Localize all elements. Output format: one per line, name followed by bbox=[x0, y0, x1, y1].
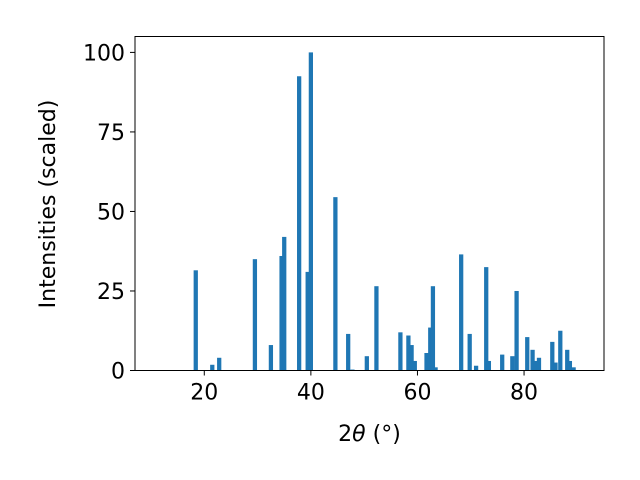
bar bbox=[550, 341, 555, 371]
bar bbox=[500, 354, 505, 371]
bar bbox=[406, 335, 411, 371]
y-tick-label: 100 bbox=[83, 41, 125, 66]
plot-frame bbox=[134, 36, 605, 371]
bar bbox=[252, 259, 258, 371]
bar bbox=[333, 197, 338, 371]
x-tick-label: 40 bbox=[297, 381, 325, 406]
bar bbox=[433, 367, 438, 371]
bar bbox=[193, 270, 198, 371]
bar bbox=[510, 356, 515, 371]
bar bbox=[567, 360, 573, 371]
bar bbox=[282, 236, 287, 371]
bar bbox=[558, 330, 563, 371]
y-tick-label: 0 bbox=[111, 360, 125, 385]
y-axis-label: Intensities (scaled) bbox=[36, 100, 61, 309]
bar bbox=[305, 271, 310, 371]
bar bbox=[364, 356, 369, 371]
bar bbox=[398, 332, 403, 371]
bar bbox=[571, 367, 576, 371]
bar bbox=[553, 362, 558, 371]
bar bbox=[430, 286, 436, 371]
bar bbox=[297, 76, 302, 371]
bar bbox=[424, 353, 429, 371]
x-axis-label-symbol: θ bbox=[352, 422, 366, 447]
bar bbox=[412, 360, 417, 371]
x-axis-label-suffix: (°) bbox=[366, 422, 401, 447]
x-axis-label-prefix: 2 bbox=[338, 422, 352, 447]
bar bbox=[346, 333, 351, 371]
x-tick-label: 60 bbox=[403, 381, 431, 406]
y-tick-label: 75 bbox=[97, 121, 125, 146]
bar bbox=[374, 286, 379, 371]
bar bbox=[409, 345, 414, 371]
bar bbox=[428, 327, 433, 371]
bar bbox=[530, 349, 535, 371]
bar bbox=[536, 357, 542, 371]
bar bbox=[308, 52, 313, 371]
y-ticks: 0 25 50 75 100 bbox=[83, 41, 135, 385]
bar bbox=[525, 337, 530, 371]
x-axis-label: 2θ (°) bbox=[338, 422, 401, 447]
bar bbox=[565, 349, 570, 371]
bar bbox=[484, 267, 489, 371]
bar bbox=[459, 254, 464, 371]
bar bbox=[467, 333, 472, 371]
bar bbox=[514, 290, 519, 371]
y-tick-label: 25 bbox=[97, 280, 125, 305]
y-tick-label: 50 bbox=[97, 200, 125, 225]
bar bbox=[473, 365, 479, 371]
bar bbox=[486, 360, 492, 371]
bar bbox=[210, 364, 215, 371]
x-tick-label: 80 bbox=[510, 381, 538, 406]
bars bbox=[193, 52, 576, 371]
bar bbox=[533, 360, 538, 371]
bar bbox=[217, 357, 222, 371]
x-tick-label: 20 bbox=[190, 381, 218, 406]
bar bbox=[268, 345, 274, 371]
bar bbox=[279, 255, 284, 371]
x-ticks: 20 40 60 80 bbox=[190, 370, 538, 406]
